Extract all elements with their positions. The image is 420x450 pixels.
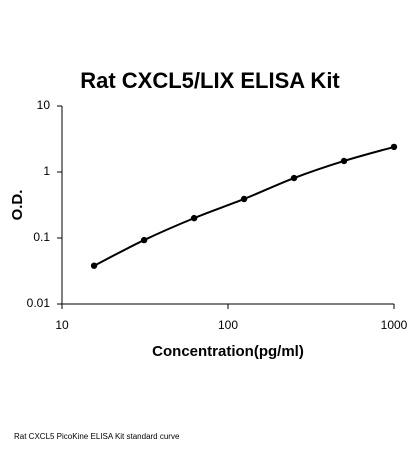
footnote: Rat CXCL5 PicoKine ELISA Kit standard cu… [14, 432, 180, 441]
y-tick-label: 1 [43, 164, 50, 178]
x-tick-label: 100 [218, 318, 238, 332]
y-tick-label: 0.01 [27, 296, 51, 310]
chart-title: Rat CXCL5/LIX ELISA Kit [80, 68, 340, 93]
y-tick-label: 10 [37, 98, 51, 112]
x-tick-label: 1000 [381, 318, 408, 332]
data-point [290, 174, 298, 182]
fit-curve [93, 145, 395, 267]
y-axis-label: O.D. [9, 190, 26, 221]
data-point [390, 143, 398, 151]
data-point [340, 157, 348, 165]
data-point [90, 262, 98, 269]
x-tick-label: 10 [55, 318, 69, 332]
x-axis-label: Concentration(pg/ml) [152, 343, 304, 360]
y-tick-label: 0.1 [33, 230, 50, 244]
data-point [140, 236, 148, 244]
data-point [240, 195, 248, 203]
data-point [190, 214, 198, 222]
